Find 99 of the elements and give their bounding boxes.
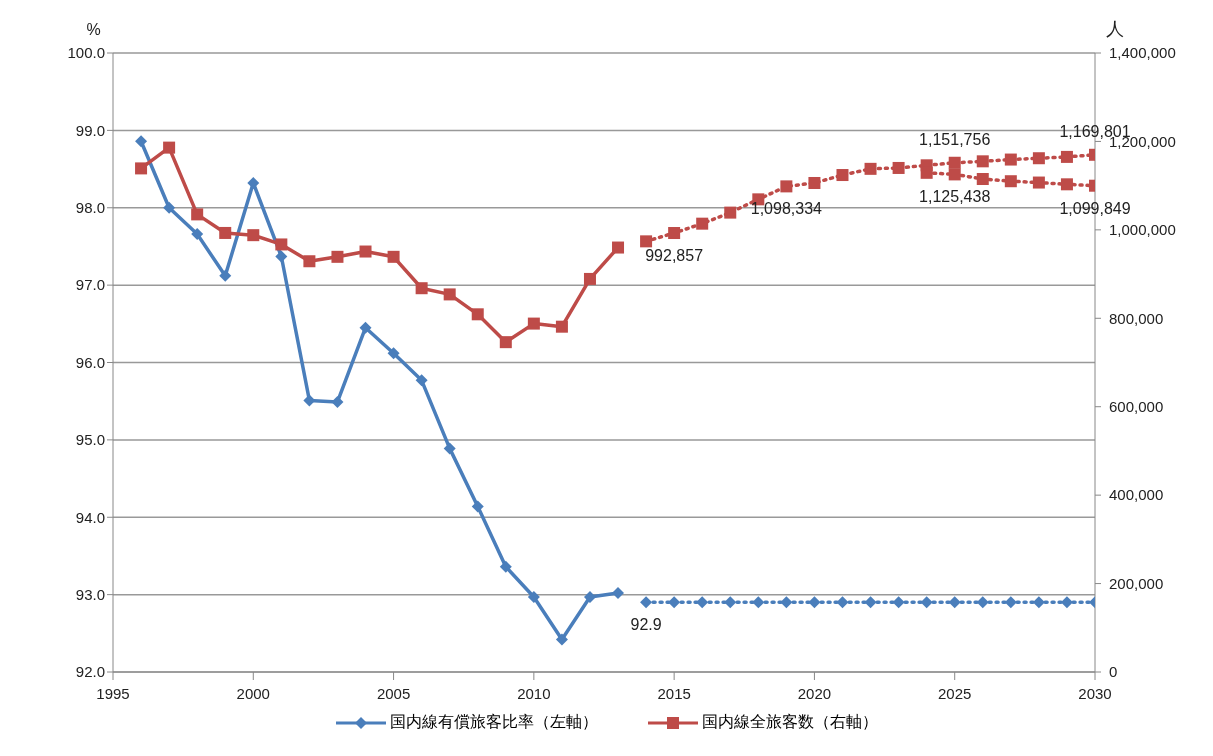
point: [724, 206, 737, 219]
point: [387, 347, 400, 360]
point: [499, 336, 512, 349]
x-tick-label: 2020: [797, 684, 832, 702]
point: [864, 162, 877, 175]
data-label: 992,857: [645, 247, 704, 265]
y-axis-title: %: [86, 21, 101, 38]
y2-tick-label: 400,000: [1109, 486, 1164, 504]
point: [415, 374, 428, 387]
point: [191, 228, 204, 241]
y-tick-label: 98.0: [75, 199, 105, 217]
data-label: 1,125,438: [919, 188, 991, 206]
x-tick-label: 2000: [236, 684, 270, 702]
point: [443, 442, 456, 455]
y-tick-label: 97.0: [75, 276, 105, 294]
point: [387, 250, 400, 263]
point: [1004, 175, 1017, 188]
point: [808, 176, 821, 189]
point: [555, 320, 568, 333]
point: [247, 176, 260, 189]
y2-tick-label: 0: [1109, 663, 1118, 681]
data-label: 92.9: [630, 616, 662, 634]
point: [527, 317, 540, 330]
point: [583, 272, 596, 285]
point: [247, 229, 260, 242]
point: [499, 560, 512, 573]
point: [892, 161, 905, 174]
x-tick-label: 1995: [96, 684, 130, 702]
y-tick-label: 92.0: [75, 663, 105, 681]
data-label: 1,098,334: [750, 200, 823, 218]
y-tick-label: 96.0: [75, 353, 105, 371]
data-label: 1,151,756: [919, 130, 991, 148]
point: [752, 596, 765, 609]
point: [191, 208, 204, 221]
y2-tick-label: 1,000,000: [1109, 221, 1176, 239]
data-label: 1,169,801: [1059, 122, 1131, 140]
point: [836, 169, 849, 182]
point: [1060, 178, 1073, 191]
x-tick-label: 2005: [376, 684, 411, 702]
point: [443, 288, 456, 301]
point: [163, 141, 176, 154]
point: [808, 596, 821, 609]
point: [836, 596, 849, 609]
point: [331, 395, 344, 408]
x-tick-label: 2015: [657, 684, 691, 702]
y2-tick-label: 200,000: [1109, 574, 1164, 592]
point: [359, 245, 372, 258]
point: [864, 596, 877, 609]
point: [976, 173, 989, 186]
legend-label: 国内線有償旅客比率（左軸）: [389, 712, 598, 732]
point: [668, 227, 681, 240]
point: [583, 590, 596, 603]
point: [135, 135, 148, 148]
point: [696, 596, 709, 609]
y2-tick-label: 1,400,000: [1109, 44, 1176, 62]
point: [219, 226, 232, 239]
point: [527, 590, 540, 603]
point: [303, 255, 316, 268]
x-tick-label: 2010: [517, 684, 551, 702]
point: [219, 269, 232, 282]
point: [668, 596, 681, 609]
data-label: 1,099,849: [1059, 199, 1131, 217]
y-tick-label: 95.0: [75, 431, 105, 449]
point: [1032, 176, 1045, 189]
x-tick-label: 2030: [1078, 684, 1112, 702]
point: [724, 596, 737, 609]
y-tick-label: 94.0: [75, 508, 105, 526]
point: [948, 168, 961, 181]
y-tick-label: 93.0: [75, 585, 105, 603]
point: [612, 587, 625, 600]
point: [780, 180, 793, 193]
point: [471, 500, 484, 513]
point: [640, 235, 653, 248]
point: [555, 633, 568, 646]
point: [1060, 150, 1073, 163]
x-tick-label: 2025: [938, 684, 972, 702]
point: [135, 162, 148, 175]
point: [976, 155, 989, 168]
y-tick-label: 99.0: [75, 121, 105, 139]
point: [359, 321, 372, 334]
point: [1004, 153, 1017, 166]
point: [415, 282, 428, 295]
point: [696, 217, 709, 230]
y2-tick-label: 600,000: [1109, 398, 1164, 416]
legend-label: 国内線全旅客数（右軸）: [701, 712, 878, 732]
y2-tick-label: 800,000: [1109, 309, 1164, 327]
point: [780, 596, 793, 609]
point: [640, 596, 653, 609]
point: [163, 201, 176, 214]
y2-axis-title: 人: [1106, 19, 1124, 39]
point: [471, 308, 484, 321]
point: [920, 166, 933, 179]
point: [1032, 152, 1045, 165]
point: [275, 238, 288, 251]
point: [948, 156, 961, 169]
point: [612, 241, 625, 254]
point: [331, 250, 344, 263]
y-tick-label: 100.0: [67, 44, 105, 62]
point: [275, 250, 288, 263]
